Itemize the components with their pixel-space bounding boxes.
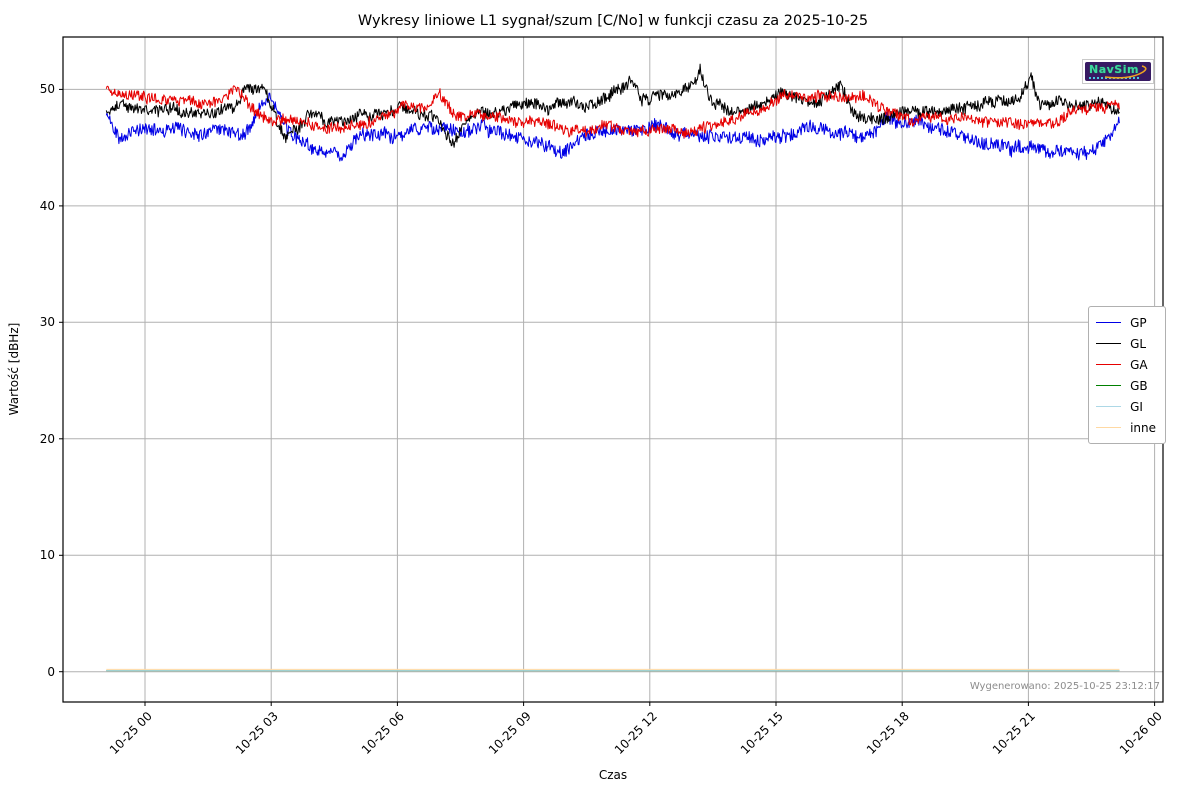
legend-line-sample (1096, 322, 1122, 323)
chart-title: Wykresy liniowe L1 sygnał/szum [C/No] w … (357, 13, 869, 29)
legend-line-sample (1096, 427, 1122, 428)
legend-item-inne: inne (1096, 417, 1156, 438)
x-axis-label: Czas (598, 768, 628, 782)
legend-item-GA: GA (1096, 354, 1156, 375)
legend-label: GI (1130, 399, 1143, 414)
legend-line-sample (1096, 385, 1122, 386)
navsim-logo: NavSim (1082, 59, 1154, 84)
y-tick-label: 30 (39, 315, 55, 330)
navsim-logo-inner: NavSim (1085, 62, 1151, 81)
legend-label: inne (1130, 420, 1156, 435)
legend-line-sample (1096, 364, 1122, 365)
legend-item-GI: GI (1096, 396, 1156, 417)
y-tick-label: 10 (39, 548, 55, 563)
legend-label: GL (1130, 336, 1147, 351)
y-axis-label: Wartość [dBHz] (7, 322, 21, 416)
navsim-logo-text: NavSim (1089, 63, 1139, 76)
legend-line-sample (1096, 406, 1122, 407)
legend-label: GA (1130, 357, 1148, 372)
generated-timestamp: Wygenerowano: 2025-10-25 23:12:17 (969, 681, 1160, 692)
navsim-logo-swoosh-icon (1104, 65, 1147, 79)
legend-item-GL: GL (1096, 333, 1156, 354)
legend-item-GB: GB (1096, 375, 1156, 396)
legend: GP GL GA GB GI inne (1088, 306, 1166, 444)
y-tick-label: 0 (47, 664, 55, 679)
y-tick-label: 20 (39, 431, 55, 446)
legend-item-GP: GP (1096, 312, 1156, 333)
y-tick-label: 50 (39, 82, 55, 97)
y-tick-label: 40 (39, 198, 55, 213)
legend-line-sample (1096, 343, 1122, 344)
legend-label: GB (1130, 378, 1148, 393)
legend-label: GP (1130, 315, 1147, 330)
